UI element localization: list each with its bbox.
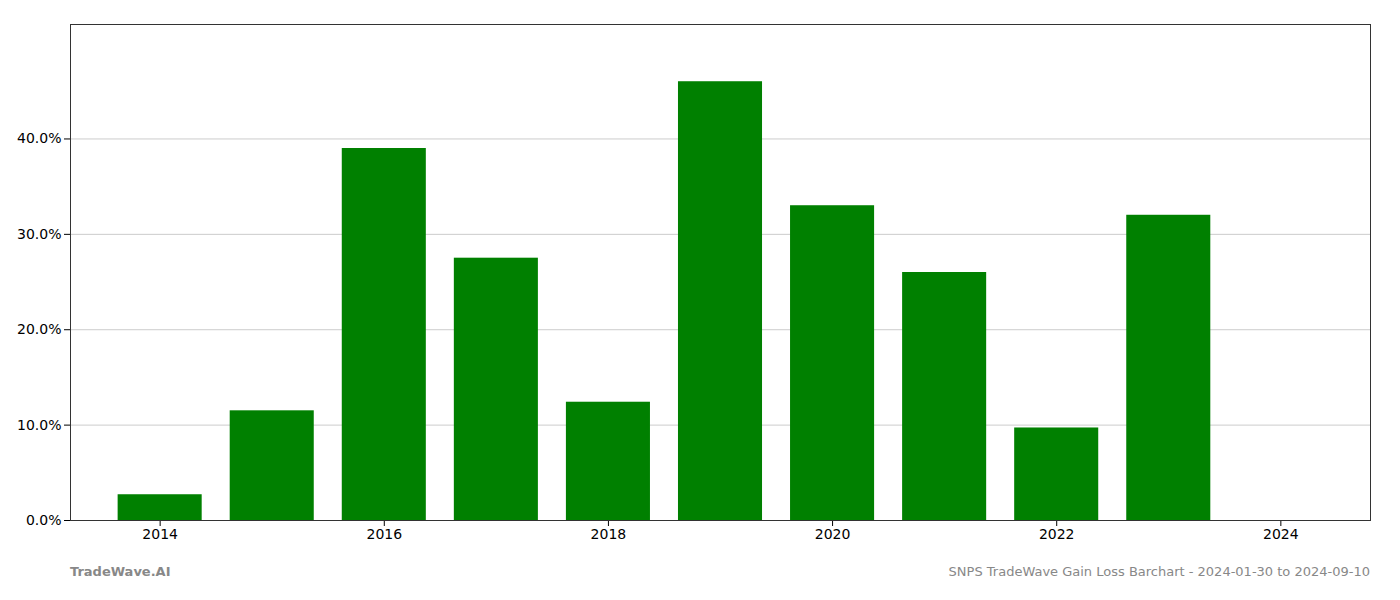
svg-text:2014: 2014	[142, 526, 178, 542]
svg-text:2018: 2018	[591, 526, 627, 542]
svg-text:20.0%: 20.0%	[17, 321, 61, 337]
svg-text:10.0%: 10.0%	[17, 417, 61, 433]
html-text:TradeWave.AI: TradeWave.AI	[70, 564, 171, 579]
svg-text:0.0%: 0.0%	[26, 512, 62, 528]
svg-text:2022: 2022	[1039, 526, 1075, 542]
svg-text:40.0%: 40.0%	[17, 130, 61, 146]
svg-text:2016: 2016	[366, 526, 402, 542]
html-text:SNPS TradeWave Gain Loss Barch: SNPS TradeWave Gain Loss Barchart - 2024…	[948, 564, 1370, 579]
svg-text:2024: 2024	[1263, 526, 1299, 542]
svg-text:30.0%: 30.0%	[17, 226, 61, 242]
svg-text:2020: 2020	[815, 526, 851, 542]
